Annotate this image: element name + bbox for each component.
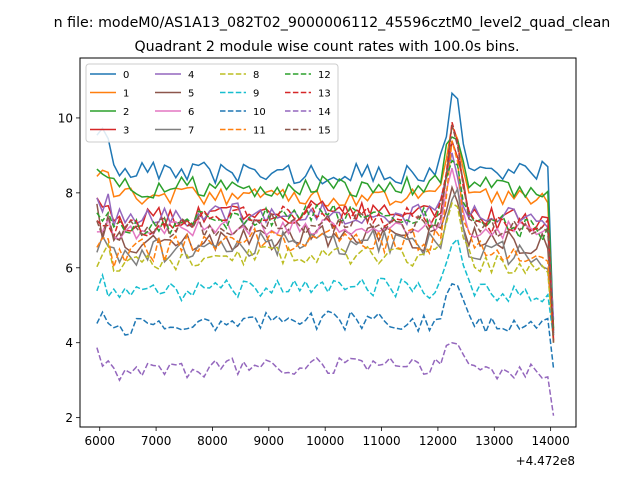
legend-label-11: 11: [253, 126, 266, 137]
legend-label-3: 3: [123, 126, 129, 137]
legend-label-14: 14: [318, 107, 331, 118]
series-lines: [96, 91, 555, 416]
x-tick-label: 8000: [197, 434, 228, 448]
y-tick-label: 6: [65, 261, 73, 275]
series-8-line: [96, 201, 555, 343]
series-2-line: [96, 136, 555, 329]
series-9-line: [96, 237, 555, 338]
series-0-line: [96, 91, 555, 334]
legend-label-15: 15: [318, 126, 331, 137]
series-15-line: [96, 124, 555, 343]
series-7-line: [96, 186, 555, 336]
legend-label-7: 7: [188, 126, 194, 137]
x-tick-label: 12000: [419, 434, 457, 448]
x-tick-label: 11000: [362, 434, 400, 448]
x-offset-label: +4.472e8: [516, 454, 575, 468]
y-tick-label: 2: [65, 411, 73, 425]
series-4-line: [96, 152, 555, 320]
x-tick-label: 10000: [306, 434, 344, 448]
chart-title: Quadrant 2 module wise count rates with …: [134, 39, 519, 55]
series-14-line: [96, 342, 555, 416]
series-11-line: [96, 140, 555, 340]
plot-frame: [79, 57, 577, 428]
legend-label-9: 9: [253, 89, 259, 100]
chart-suptitle: n file: modeM0/AS1A13_082T02_9000006112_…: [54, 15, 611, 31]
series-13-line: [96, 121, 555, 343]
x-tick-label: 6000: [84, 434, 115, 448]
x-tick-label: 9000: [254, 434, 285, 448]
legend-label-10: 10: [253, 107, 266, 118]
y-tick-label: 8: [65, 186, 73, 200]
legend-label-6: 6: [188, 107, 194, 118]
legend-label-5: 5: [188, 89, 194, 100]
y-tick-label: 10: [58, 111, 73, 125]
x-tick-label: 13000: [475, 434, 513, 448]
x-axis: 6000 7000 8000 9000 10000 11000 12000 13000 1400…: [84, 427, 570, 448]
legend-label-13: 13: [318, 89, 331, 100]
legend-label-8: 8: [253, 70, 259, 81]
legend-box: [85, 63, 339, 143]
y-axis: 2 4 6 8 10: [58, 111, 80, 425]
legend-label-1: 1: [123, 89, 129, 100]
legend-label-0: 0: [123, 70, 129, 81]
legend-label-4: 4: [188, 70, 194, 81]
series-10-line: [96, 282, 555, 369]
legend-label-12: 12: [318, 70, 331, 81]
y-tick-label: 4: [65, 336, 73, 350]
x-tick-label: 7000: [141, 434, 172, 448]
legend-label-2: 2: [123, 107, 129, 118]
x-tick-label: 14000: [532, 434, 570, 448]
